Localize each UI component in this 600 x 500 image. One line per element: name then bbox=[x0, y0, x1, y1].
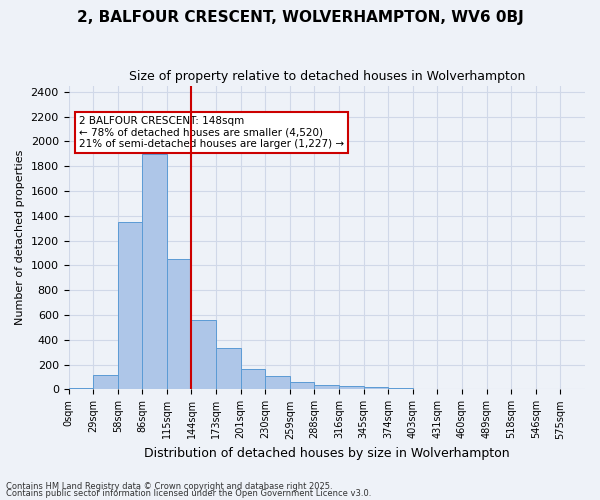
Bar bbox=[364, 387, 388, 390]
Bar bbox=[142, 154, 167, 390]
Y-axis label: Number of detached properties: Number of detached properties bbox=[15, 150, 25, 325]
Bar bbox=[437, 389, 462, 390]
Bar bbox=[388, 388, 413, 390]
Bar bbox=[413, 389, 437, 390]
Text: 2 BALFOUR CRESCENT: 148sqm
← 78% of detached houses are smaller (4,520)
21% of s: 2 BALFOUR CRESCENT: 148sqm ← 78% of deta… bbox=[79, 116, 344, 149]
Bar bbox=[511, 389, 536, 390]
Bar bbox=[290, 382, 314, 390]
Text: Contains public sector information licensed under the Open Government Licence v3: Contains public sector information licen… bbox=[6, 489, 371, 498]
Text: 2, BALFOUR CRESCENT, WOLVERHAMPTON, WV6 0BJ: 2, BALFOUR CRESCENT, WOLVERHAMPTON, WV6 … bbox=[77, 10, 523, 25]
Text: Contains HM Land Registry data © Crown copyright and database right 2025.: Contains HM Land Registry data © Crown c… bbox=[6, 482, 332, 491]
Bar bbox=[462, 389, 487, 390]
Title: Size of property relative to detached houses in Wolverhampton: Size of property relative to detached ho… bbox=[128, 70, 525, 83]
X-axis label: Distribution of detached houses by size in Wolverhampton: Distribution of detached houses by size … bbox=[144, 447, 509, 460]
Bar bbox=[191, 320, 216, 390]
Bar bbox=[536, 389, 560, 390]
Bar bbox=[118, 222, 142, 390]
Bar bbox=[339, 386, 364, 390]
Bar bbox=[241, 369, 265, 390]
Bar bbox=[167, 259, 191, 390]
Bar bbox=[487, 389, 511, 390]
Bar bbox=[68, 388, 93, 390]
Bar bbox=[216, 348, 241, 390]
Bar bbox=[314, 385, 339, 390]
Bar bbox=[265, 376, 290, 390]
Bar bbox=[93, 374, 118, 390]
